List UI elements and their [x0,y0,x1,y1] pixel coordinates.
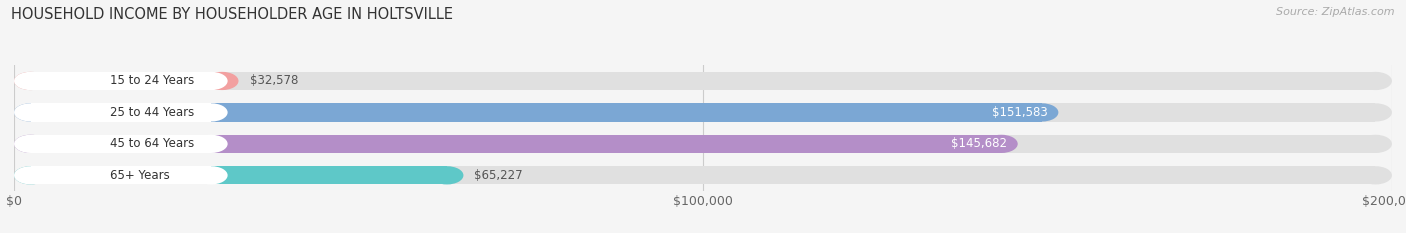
Ellipse shape [195,103,228,122]
Ellipse shape [14,103,46,122]
Text: 25 to 44 Years: 25 to 44 Years [110,106,194,119]
Text: $32,578: $32,578 [249,75,298,87]
FancyBboxPatch shape [31,72,211,90]
FancyBboxPatch shape [31,166,447,185]
Ellipse shape [14,166,46,185]
FancyBboxPatch shape [31,103,1375,122]
FancyBboxPatch shape [31,135,1001,153]
FancyBboxPatch shape [31,135,1375,153]
Ellipse shape [430,166,464,185]
Ellipse shape [14,135,46,153]
Ellipse shape [1360,72,1392,90]
FancyBboxPatch shape [31,166,211,185]
FancyBboxPatch shape [31,166,1375,185]
Ellipse shape [14,135,46,153]
Ellipse shape [14,72,46,90]
Ellipse shape [205,72,239,90]
Ellipse shape [1025,103,1059,122]
Text: 45 to 64 Years: 45 to 64 Years [110,137,194,150]
Text: $65,227: $65,227 [474,169,523,182]
Text: 15 to 24 Years: 15 to 24 Years [110,75,194,87]
Text: $145,682: $145,682 [950,137,1007,150]
Ellipse shape [14,103,46,122]
Text: Source: ZipAtlas.com: Source: ZipAtlas.com [1277,7,1395,17]
Text: HOUSEHOLD INCOME BY HOUSEHOLDER AGE IN HOLTSVILLE: HOUSEHOLD INCOME BY HOUSEHOLDER AGE IN H… [11,7,453,22]
Text: 65+ Years: 65+ Years [110,169,170,182]
Ellipse shape [195,135,228,153]
Ellipse shape [1360,135,1392,153]
Ellipse shape [14,166,46,185]
Ellipse shape [14,72,46,90]
Ellipse shape [984,135,1018,153]
Ellipse shape [14,103,46,122]
Ellipse shape [14,135,46,153]
Ellipse shape [14,72,46,90]
Ellipse shape [195,72,228,90]
Ellipse shape [1360,103,1392,122]
FancyBboxPatch shape [31,103,211,122]
FancyBboxPatch shape [31,103,1042,122]
FancyBboxPatch shape [31,72,1375,90]
Ellipse shape [14,166,46,185]
Ellipse shape [1360,166,1392,185]
Text: $151,583: $151,583 [991,106,1047,119]
FancyBboxPatch shape [31,135,211,153]
Ellipse shape [195,166,228,185]
FancyBboxPatch shape [31,72,222,90]
